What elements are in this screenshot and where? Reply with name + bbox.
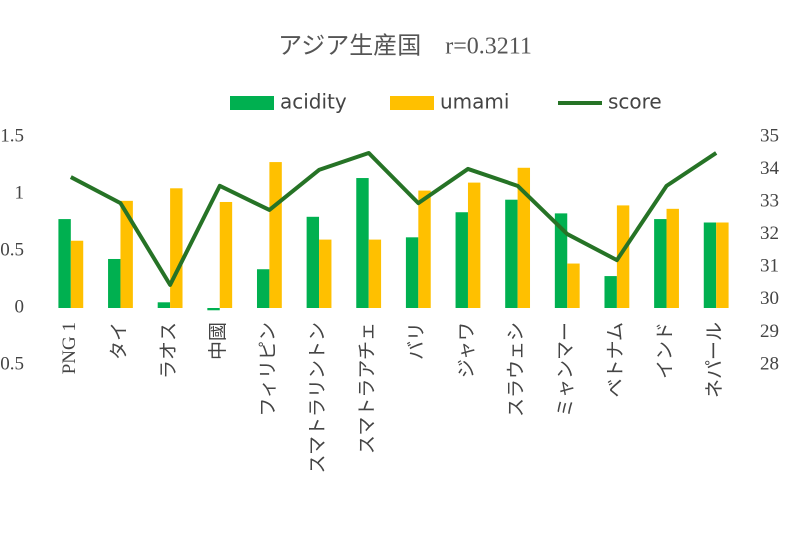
- bar: [616, 205, 630, 308]
- bar: [207, 308, 220, 311]
- bar: [269, 162, 282, 308]
- bar: [567, 263, 580, 308]
- x-tick-label: インド: [655, 322, 676, 379]
- x-tick-label: ジャワ: [456, 322, 477, 378]
- x-tick-label: タイ: [108, 322, 130, 360]
- x-tick-label: ミャンマー: [556, 322, 577, 417]
- y2-tick-label: 34: [760, 158, 780, 179]
- bar: [467, 182, 481, 308]
- y-tick-label: 1: [15, 182, 25, 203]
- x-tick-label: PNG 1: [59, 322, 80, 374]
- bar: [716, 222, 729, 308]
- legend-swatch: [390, 96, 434, 110]
- x-tick-label: スマトラリントン: [307, 322, 328, 473]
- y2-tick-label: 30: [760, 288, 779, 309]
- bar: [256, 269, 270, 308]
- bar: [505, 199, 518, 308]
- bar: [170, 188, 183, 308]
- x-tick-label: ラオス: [158, 322, 179, 379]
- x-tick-label: ベトナム: [605, 322, 626, 397]
- y2-tick-label: 31: [760, 256, 779, 277]
- bar: [666, 208, 679, 308]
- y-tick-label: 0.5: [0, 239, 24, 260]
- bar: [455, 212, 468, 308]
- bar: [654, 219, 667, 308]
- bar: [108, 258, 121, 308]
- y-tick-label: 1.5: [0, 125, 24, 146]
- bar: [120, 200, 133, 308]
- bar: [356, 178, 369, 308]
- bar: [405, 237, 419, 308]
- y2-tick-label: 33: [760, 191, 779, 212]
- bar: [219, 201, 233, 308]
- bar: [604, 276, 617, 308]
- y2-tick-label: 32: [760, 223, 779, 244]
- y2-tick-label: 28: [760, 353, 779, 374]
- x-tick-label: ネパール: [705, 322, 726, 398]
- bar: [58, 219, 71, 308]
- x-tick-label: フィリピン: [258, 322, 279, 417]
- legend-label: acidity: [280, 90, 347, 114]
- x-tick-label: スマトラアチェ: [357, 322, 378, 454]
- bar: [157, 302, 171, 308]
- bar: [418, 190, 431, 308]
- x-tick-label: 中國: [207, 322, 229, 360]
- bar: [517, 167, 531, 308]
- legend-label: score: [608, 90, 662, 114]
- legend-label: umami: [440, 90, 509, 114]
- bar: [306, 216, 320, 308]
- bar: [703, 222, 717, 308]
- line: [69, 150, 718, 287]
- bar: [554, 213, 568, 308]
- y-tick-label: -0.5: [0, 353, 24, 374]
- bar: [70, 240, 84, 308]
- x-tick-label: バリ: [407, 322, 428, 360]
- bar: [319, 239, 332, 308]
- bar: [368, 239, 382, 308]
- chart-title: アジア生産国 r=0.3211: [278, 33, 532, 60]
- y2-tick-label: 29: [760, 321, 779, 342]
- y2-tick-label: 35: [760, 125, 779, 146]
- y-tick-label: 0: [15, 296, 25, 317]
- legend-swatch: [230, 96, 274, 110]
- x-tick-label: スラウェシ: [506, 322, 527, 417]
